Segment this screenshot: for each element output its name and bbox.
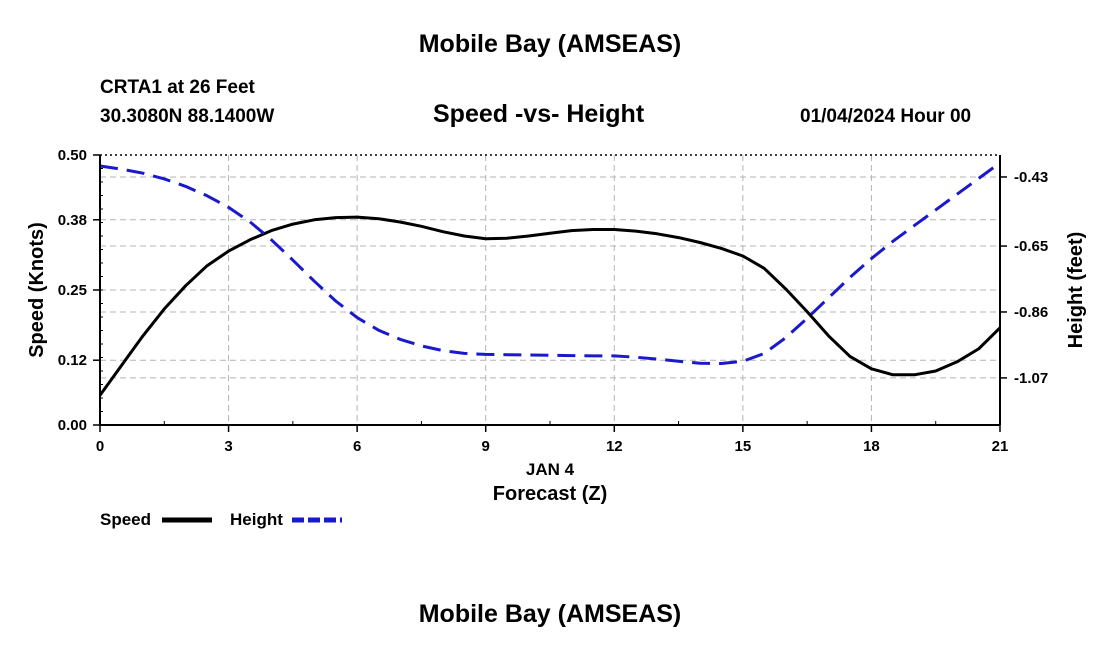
x-tick-label: 18 bbox=[863, 438, 880, 455]
x-tick-label: 21 bbox=[992, 438, 1009, 455]
y-axis-label-left: Speed (Knots) bbox=[26, 222, 48, 358]
x-tick-label: 15 bbox=[735, 438, 752, 455]
y-tick-label-right: -0.86 bbox=[1014, 304, 1048, 321]
y-axis-label-right: Height (feet) bbox=[1065, 232, 1087, 349]
footer-title: Mobile Bay (AMSEAS) bbox=[418, 600, 682, 628]
y-tick-label-left: 0.12 bbox=[58, 352, 87, 369]
y-tick-label-left: 0.00 bbox=[58, 417, 87, 434]
legend-label-height: Height bbox=[230, 510, 283, 529]
x-tick-label: 3 bbox=[224, 438, 232, 455]
y-tick-label-left: 0.38 bbox=[58, 212, 87, 229]
series-line-speed bbox=[98, 215, 1002, 397]
x-tick-label: 12 bbox=[606, 438, 623, 455]
x-tick-label: 6 bbox=[353, 438, 361, 455]
y-tick-label-right: -0.65 bbox=[1014, 238, 1048, 255]
station-label: CRTA1 at 26 Feet bbox=[100, 77, 255, 98]
series-line-height bbox=[99, 161, 1001, 365]
forecast-datetime: 01/04/2024 Hour 00 bbox=[800, 106, 972, 127]
legend-label-speed: Speed bbox=[100, 510, 151, 529]
x-tick-label: 0 bbox=[96, 438, 104, 455]
y-tick-label-right: -0.43 bbox=[1014, 169, 1048, 186]
y-tick-label-left: 0.50 bbox=[58, 147, 87, 164]
x-tick-label: 9 bbox=[482, 438, 490, 455]
y-tick-label-right: -1.07 bbox=[1014, 370, 1048, 387]
x-axis-label: Forecast (Z) bbox=[493, 483, 607, 505]
chart-title: Speed -vs- Height bbox=[433, 100, 645, 128]
x-axis-date-label: JAN 4 bbox=[526, 460, 575, 479]
page-title: Mobile Bay (AMSEAS) bbox=[418, 30, 682, 58]
station-coords: 30.3080N 88.1400W bbox=[100, 106, 275, 127]
y-tick-label-left: 0.25 bbox=[58, 282, 87, 299]
